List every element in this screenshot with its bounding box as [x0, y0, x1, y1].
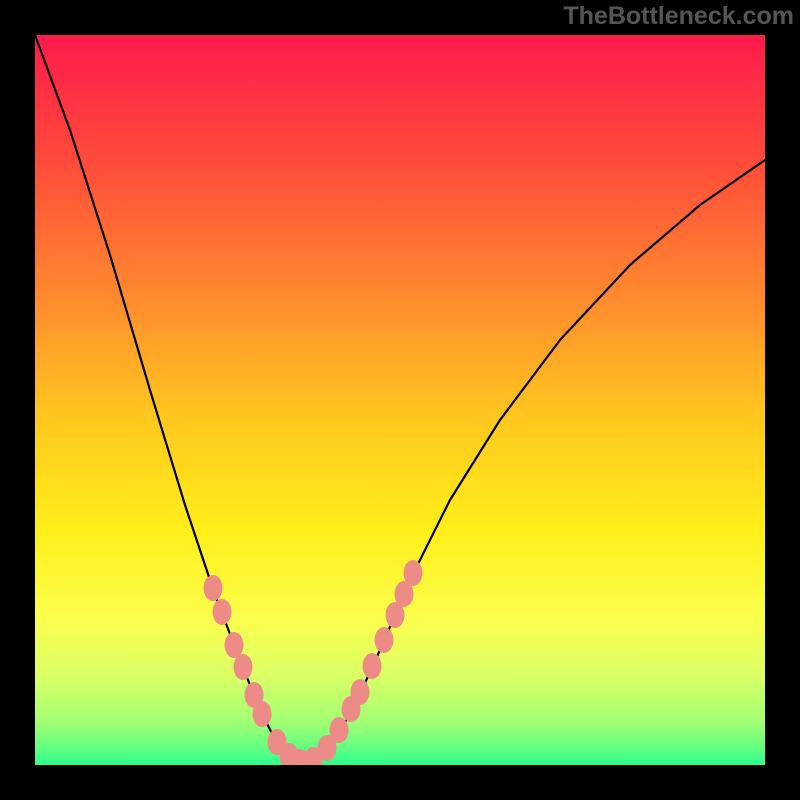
- watermark-text: TheBottleneck.com: [563, 2, 794, 31]
- curve-dot: [404, 560, 423, 586]
- plot-area: [35, 35, 765, 765]
- curve-dot: [351, 679, 370, 705]
- plot-background: [35, 35, 765, 765]
- curve-dot: [204, 575, 223, 601]
- curve-dot: [363, 653, 382, 679]
- curve-dot: [330, 717, 349, 743]
- curve-dot: [253, 701, 272, 727]
- curve-dot: [213, 599, 232, 625]
- plot-svg: [35, 35, 765, 765]
- curve-dot: [225, 632, 244, 658]
- curve-dot: [234, 654, 253, 680]
- curve-dot: [375, 627, 394, 653]
- chart-frame: TheBottleneck.com: [0, 0, 800, 800]
